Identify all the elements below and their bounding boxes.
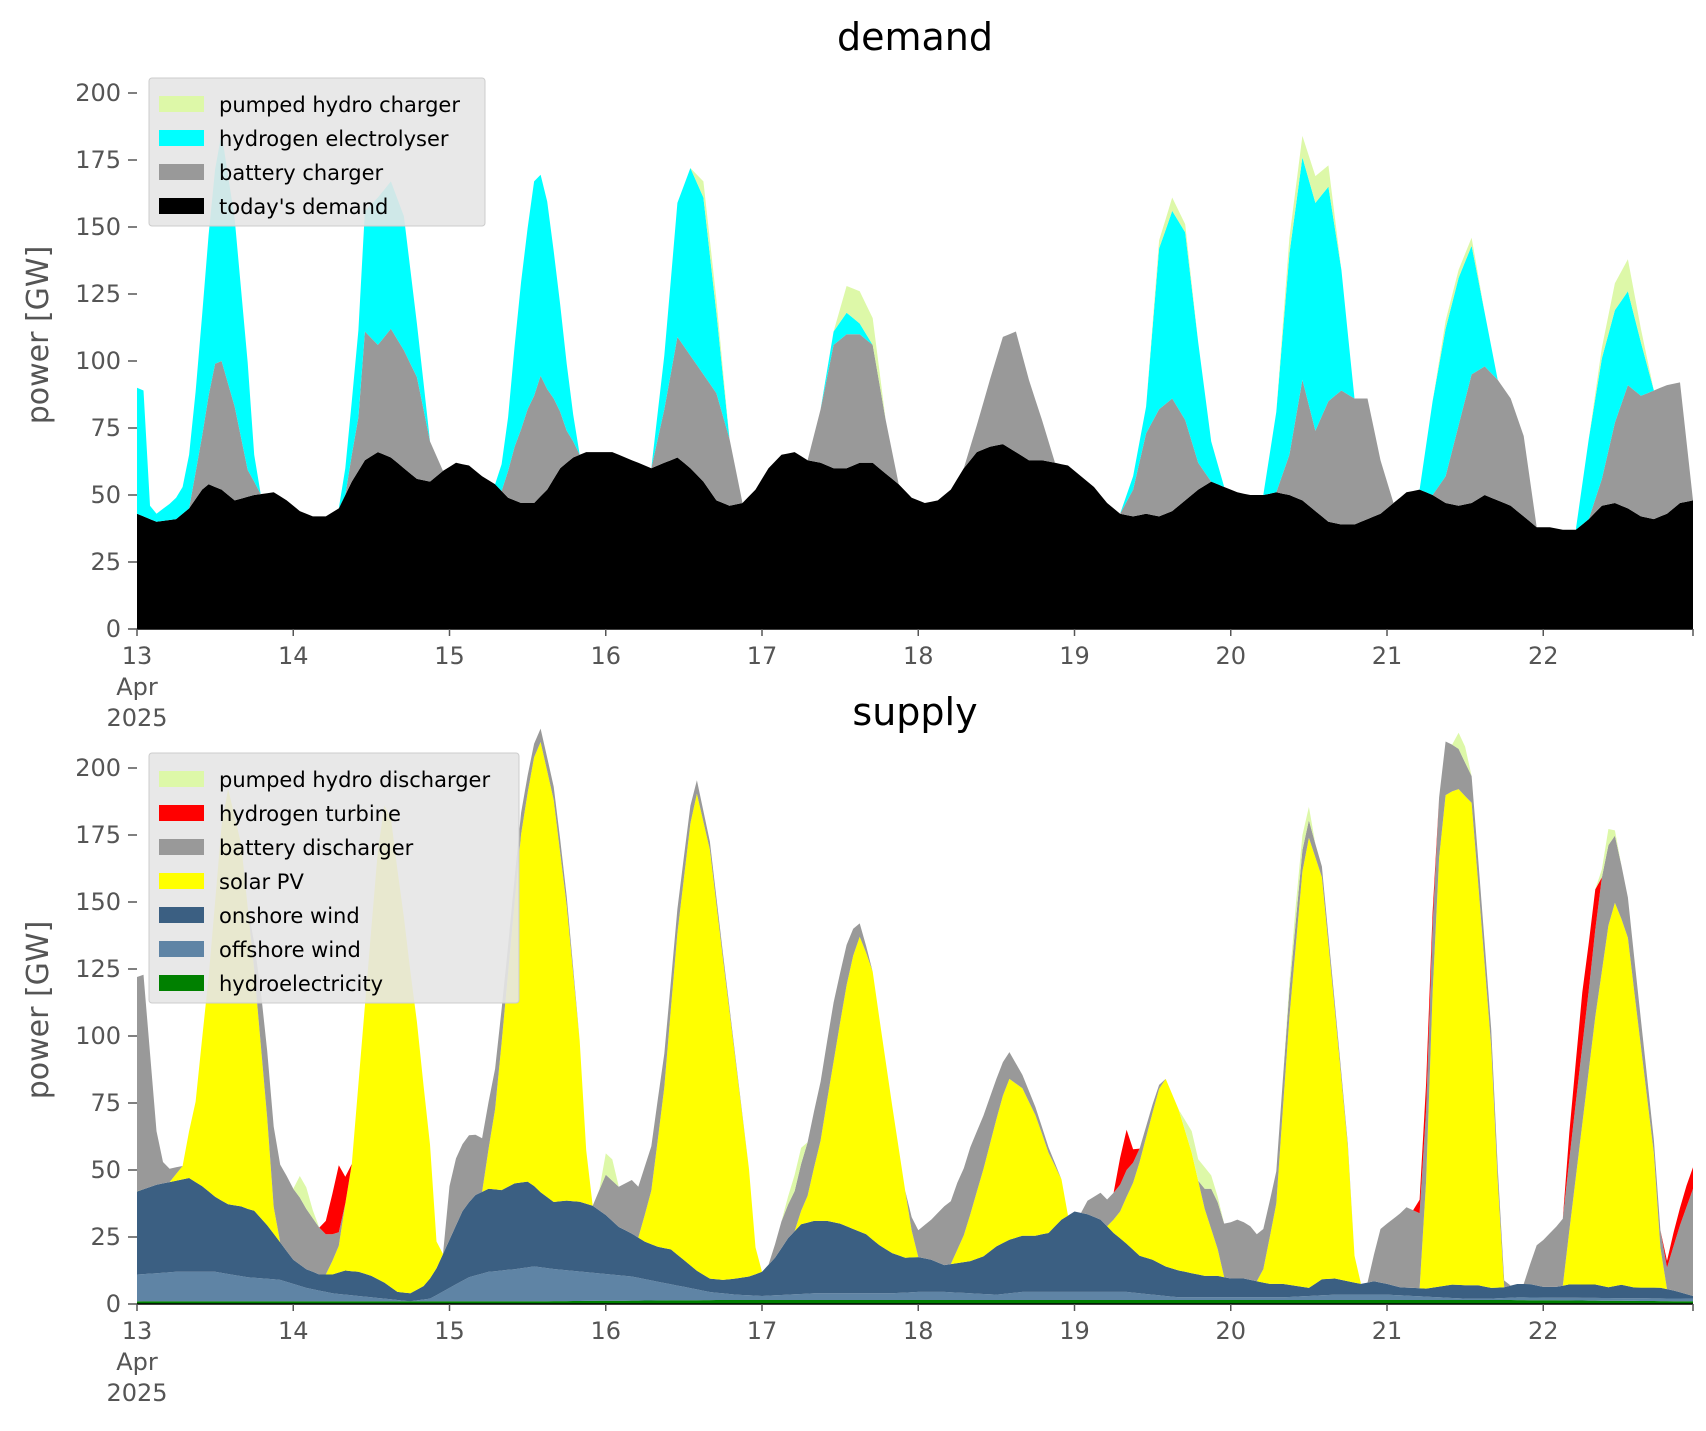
demand-y-tick-label: 150 [75,213,121,241]
demand-y-tick-label: 50 [90,481,121,509]
demand-x-tick-label: 20 [1215,642,1246,670]
supply-area-solar-pv [137,742,1693,1296]
supply-y-tick-label: 0 [106,1290,121,1318]
demand-legend-swatch-pumped-hydro-charger [159,96,204,112]
supply-y-tick-label: 50 [90,1156,121,1184]
supply-legend-label-hydrogen-turbine: hydrogen turbine [219,802,401,826]
demand-y-tick-label: 175 [75,146,121,174]
demand-x-tick-label: 19 [1059,642,1090,670]
demand-legend-swatch-today-s-demand [159,198,204,214]
supply-legend-swatch-onshore-wind [159,907,204,923]
supply-legend-label-solar-pv: solar PV [219,870,304,894]
demand-y-axis-label: power [GW] [21,246,56,425]
demand-legend-label-today-s-demand: today's demand [219,195,388,219]
demand-area-hydrogen-electrolyser [137,133,1693,530]
demand-y-tick-label: 25 [90,548,121,576]
demand-legend: pumped hydro charger hydrogen electrolyse… [148,77,486,227]
supply-x-tick-label: 20 [1215,1317,1246,1345]
demand-x-tick-label: 13 Apr 2025 [106,642,167,732]
supply-area-onshore-wind [137,1178,1693,1302]
supply-x-tick-label: 18 [903,1317,934,1345]
supply-y-tick-label: 150 [75,888,121,916]
supply-y-tick-label: 100 [75,1022,121,1050]
demand-y-tick-label: 200 [75,79,121,107]
demand-x-tick-label: 22 [1528,642,1559,670]
demand-area-today-s-demand [137,444,1693,629]
supply-legend-label-hydroelectricity: hydroelectricity [219,972,383,996]
demand-x-tick-label: 18 [903,642,934,670]
supply-x-tick-label: 17 [747,1317,778,1345]
supply-x-tick-label: 14 [278,1317,309,1345]
supply-y-tick-label: 125 [75,955,121,983]
demand-areas [137,133,1693,629]
supply-legend-label-onshore-wind: onshore wind [219,904,360,928]
supply-x-ticks: 13 Apr 2025 14 15 16 17 18 19 20 21 22 [106,1304,1694,1407]
supply-legend-swatch-pumped-hydro-discharger [159,771,204,787]
demand-area-battery-charger [137,328,1693,530]
demand-legend-swatch-battery-charger [159,164,204,180]
demand-x-tick-label: 14 [278,642,309,670]
supply-legend-box [148,752,520,1004]
supply-y-tick-label: 75 [90,1089,121,1117]
demand-x-tick-label: 17 [747,642,778,670]
supply-legend-swatch-hydroelectricity [159,975,204,991]
demand-legend-swatch-hydrogen-electrolyser [159,130,204,146]
supply-area-offshore-wind [137,1266,1693,1302]
supply-x-tick-label: 13 Apr 2025 [106,1317,167,1407]
demand-x-tick-label: 21 [1372,642,1403,670]
supply-area-battery-discharger [137,728,1693,1296]
supply-title: supply [852,690,977,734]
supply-y-tick-label: 25 [90,1223,121,1251]
supply-legend-label-pumped-hydro-discharger: pumped hydro discharger [219,768,490,792]
demand-legend-box [148,77,486,227]
demand-x-tick-label: 16 [590,642,621,670]
supply-legend-swatch-battery-discharger [159,839,204,855]
supply-y-tick-label: 175 [75,821,121,849]
demand-legend-label-hydrogen-electrolyser: hydrogen electrolyser [219,127,449,151]
demand-title: demand [837,15,993,59]
supply-legend: pumped hydro discharger hydrogen turbine b… [148,752,520,1004]
demand-x-ticks: 13 Apr 2025 14 15 16 17 18 19 20 21 22 [106,629,1694,732]
demand-x-tick-label: 15 [434,642,465,670]
demand-legend-label-pumped-hydro-charger: pumped hydro charger [219,93,460,117]
supply-y-ticks: 0 25 50 75 100 125 150 175 200 [75,754,137,1318]
supply-legend-swatch-hydrogen-turbine [159,805,204,821]
supply-legend-label-battery-discharger: battery discharger [219,836,414,860]
supply-y-tick-label: 200 [75,754,121,782]
supply-legend-label-offshore-wind: offshore wind [219,938,361,962]
supply-x-tick-label: 19 [1059,1317,1090,1345]
demand-y-ticks: 0 25 50 75 100 125 150 175 200 [75,79,137,643]
demand-y-tick-label: 125 [75,280,121,308]
supply-y-axis-label: power [GW] [21,921,56,1100]
supply-legend-swatch-offshore-wind [159,941,204,957]
supply-x-tick-label: 21 [1372,1317,1403,1345]
supply-x-tick-label: 16 [590,1317,621,1345]
supply-area-hydroelectricity [137,1300,1693,1304]
demand-y-tick-label: 100 [75,347,121,375]
demand-y-tick-label: 75 [90,414,121,442]
demand-y-tick-label: 0 [106,615,121,643]
supply-x-tick-label: 15 [434,1317,465,1345]
demand-legend-label-battery-charger: battery charger [219,161,384,185]
supply-legend-swatch-solar-pv [159,873,204,889]
supply-areas [137,728,1693,1304]
supply-x-tick-label: 22 [1528,1317,1559,1345]
